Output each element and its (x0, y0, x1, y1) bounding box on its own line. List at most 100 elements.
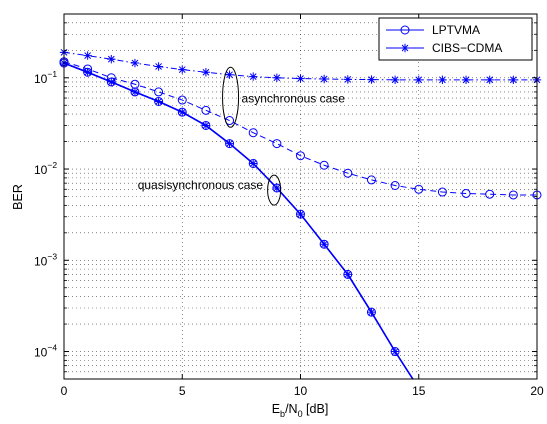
data-point-lptvma (390, 180, 400, 190)
data-point-cibs-cdma-path (225, 139, 234, 148)
data-point-cibs-cdma-path (225, 70, 234, 79)
data-point-cibs-cdma (249, 72, 258, 81)
data-point-cibs-cdma (367, 307, 376, 317)
data-point-cibs-cdma (414, 75, 423, 85)
data-point-lptvma (201, 105, 211, 115)
y-tick-label: 10−4 (34, 343, 57, 360)
data-point-cibs-cdma (154, 97, 163, 106)
data-point-cibs-cdma-path (390, 347, 400, 356)
data-point-cibs-cdma (201, 121, 211, 130)
data-point-cibs-cdma-path (367, 307, 376, 317)
y-tick-label-exponent: −4 (47, 343, 57, 353)
legend-box (378, 17, 533, 61)
data-point-cibs-cdma (201, 68, 211, 77)
data-point-cibs-cdma-path (272, 73, 282, 82)
y-tick-label-base: 10 (34, 346, 48, 360)
data-point-cibs-cdma-path (272, 183, 282, 193)
data-point-cibs-cdma (225, 70, 234, 79)
data-point-cibs-cdma-path (130, 87, 140, 97)
data-point-cibs-cdma (390, 347, 400, 356)
x-tick-label: 0 (61, 384, 68, 398)
data-point-lptvma (437, 187, 447, 197)
data-point-cibs-cdma (272, 73, 282, 82)
data-point-cibs-cdma (107, 54, 116, 64)
data-point-cibs-cdma-path (154, 97, 163, 106)
x-label-unit: [dB] (303, 402, 329, 416)
y-tick-label-exponent: −1 (47, 69, 57, 79)
x-label-main: E (272, 402, 280, 416)
data-point-lptvma (248, 128, 258, 138)
series-line-lptvma-dashed (64, 61, 537, 196)
data-point-cibs-cdma-path (201, 68, 211, 77)
data-point-cibs-cdma (343, 75, 352, 84)
data-point-cibs-cdma (485, 75, 494, 85)
annotations: asynchronous case quasisynchronous case (138, 66, 346, 206)
data-point-lptvma (366, 175, 376, 185)
data-point-cibs-cdma (130, 58, 140, 68)
y-tick-label-base: 10 (34, 72, 48, 86)
data-point-cibs-cdma (390, 75, 400, 85)
data-point-cibs-cdma (319, 240, 329, 249)
data-point-cibs-cdma-path (343, 75, 352, 84)
asynchronous-case-label: asynchronous case (242, 91, 346, 105)
asynchronous-case-ellipse (222, 66, 240, 128)
data-point-cibs-cdma (249, 159, 258, 168)
data-point-cibs-cdma-path (107, 54, 116, 64)
legend: LPTVMA CIBS−CDMA (378, 17, 533, 61)
x-tick-label: 5 (179, 384, 186, 398)
data-point-cibs-cdma-path (83, 51, 92, 60)
data-point-lptvma (296, 151, 305, 161)
quasisynchronous-case-label: quasisynchronous case (138, 178, 264, 192)
y-tick-label: 10−2 (34, 160, 57, 177)
y-tick-label: 10−1 (34, 69, 57, 86)
series-line-cibs-cdma-solid (64, 62, 414, 379)
data-point-cibs-cdma-path (83, 68, 92, 77)
data-point-lptvma (319, 160, 329, 170)
legend-star-glyph (400, 43, 410, 53)
data-point-cibs-cdma-path (107, 77, 116, 87)
data-point-cibs-cdma (367, 75, 376, 84)
legend-marker-lptvma (400, 25, 410, 35)
data-point-cibs-cdma-path (130, 58, 140, 68)
data-point-cibs-cdma (319, 74, 329, 84)
data-point-cibs-cdma (178, 65, 187, 74)
plot-lines (64, 51, 537, 379)
x-label-mid: /N (285, 402, 298, 416)
legend-label-cibs-cdma: CIBS−CDMA (432, 41, 502, 55)
data-point-cibs-cdma-path (296, 74, 305, 83)
x-tick-label: 20 (530, 384, 544, 398)
data-point-cibs-cdma-path (296, 209, 305, 219)
data-point-lptvma (461, 188, 471, 198)
data-point-cibs-cdma (107, 77, 116, 87)
y-tick-label-exponent: −3 (47, 251, 57, 261)
data-point-cibs-cdma-path (249, 72, 258, 81)
data-point-cibs-cdma (83, 68, 92, 77)
data-point-cibs-cdma-path (414, 75, 423, 85)
data-point-cibs-cdma-path (319, 74, 329, 84)
data-point-cibs-cdma (178, 107, 187, 117)
data-point-lptvma (414, 184, 424, 194)
data-point-cibs-cdma-path (319, 240, 329, 249)
data-point-cibs-cdma (83, 51, 92, 60)
data-point-cibs-cdma (509, 75, 518, 85)
data-point-lptvma (177, 95, 187, 105)
legend-star-glyph-path (400, 43, 410, 53)
data-point-cibs-cdma (296, 74, 305, 83)
data-point-lptvma (154, 87, 164, 97)
data-point-cibs-cdma-path (461, 75, 471, 85)
data-point-lptvma (272, 139, 282, 149)
legend-marker-cibs-cdma (400, 43, 410, 53)
data-point-cibs-cdma-path (390, 75, 400, 85)
data-point-cibs-cdma-path (178, 65, 187, 74)
x-tick-label: 15 (412, 384, 426, 398)
data-point-cibs-cdma (461, 75, 471, 85)
data-point-cibs-cdma-path (485, 75, 494, 85)
series-line-cibs-cdma-dashdot (64, 51, 537, 81)
legend-label-lptvma: LPTVMA (432, 23, 480, 37)
data-point-cibs-cdma (296, 209, 305, 219)
x-tick-label: 10 (294, 384, 308, 398)
quasisynchronous-case-ellipse (267, 174, 282, 206)
data-point-cibs-cdma (343, 270, 352, 279)
